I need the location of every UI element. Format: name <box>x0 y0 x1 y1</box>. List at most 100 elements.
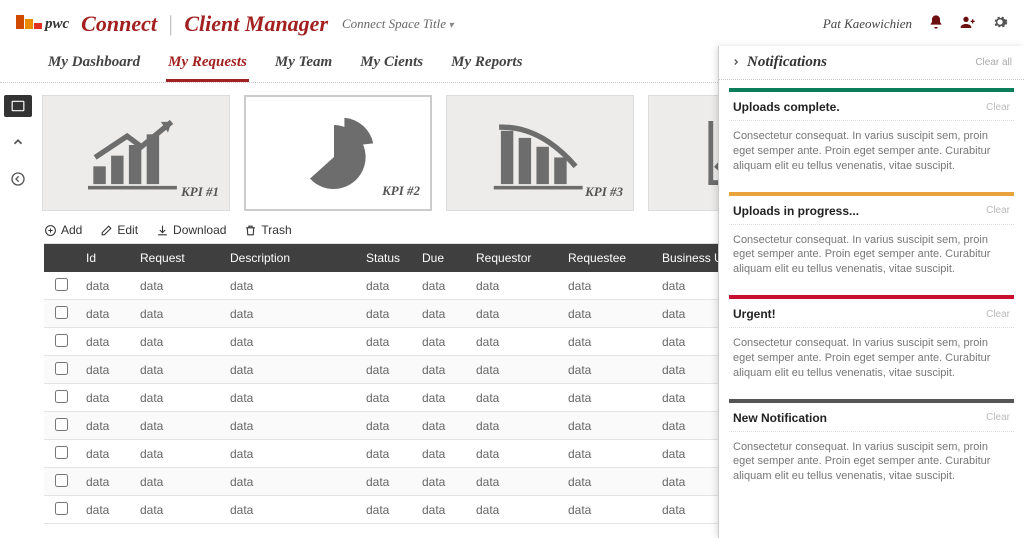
bell-icon[interactable] <box>928 14 944 34</box>
tab-my-team[interactable]: My Team <box>273 48 334 82</box>
logo-text: pwc <box>45 16 69 33</box>
back-circle-icon[interactable] <box>10 171 26 191</box>
cell: data <box>468 335 560 349</box>
row-checkbox[interactable] <box>55 474 68 487</box>
cell: data <box>222 279 358 293</box>
row-checkbox[interactable] <box>55 446 68 459</box>
cell: data <box>78 475 132 489</box>
column-header[interactable]: Requestor <box>468 251 560 265</box>
download-label: Download <box>173 223 226 237</box>
cell: data <box>560 307 654 321</box>
cell: data <box>132 447 222 461</box>
user-name[interactable]: Pat Kaeowichien <box>823 16 912 32</box>
trash-label: Trash <box>261 223 291 237</box>
cell: data <box>132 503 222 517</box>
row-checkbox[interactable] <box>55 278 68 291</box>
cell: data <box>132 279 222 293</box>
notification-card: Urgent!ClearConsectetur consequat. In va… <box>729 295 1014 385</box>
cell: data <box>414 363 468 377</box>
kpi-card-2[interactable]: KPI #2 <box>244 95 432 211</box>
space-selector[interactable]: Connect Space Title <box>342 16 454 32</box>
column-header[interactable]: Status <box>358 251 414 265</box>
cell: data <box>132 391 222 405</box>
column-header[interactable]: Request <box>132 251 222 265</box>
trash-button[interactable]: Trash <box>244 223 291 237</box>
chevron-up-icon[interactable] <box>11 135 25 153</box>
cell: data <box>222 503 358 517</box>
notification-title: Uploads complete. <box>733 100 840 114</box>
row-checkbox[interactable] <box>55 418 68 431</box>
column-header[interactable]: Id <box>78 251 132 265</box>
cell: data <box>78 335 132 349</box>
row-checkbox[interactable] <box>55 502 68 515</box>
kpi-card-1[interactable]: KPI #1 <box>42 95 230 211</box>
notification-clear-button[interactable]: Clear <box>986 205 1010 216</box>
topbar-right: Pat Kaeowichien <box>823 14 1008 34</box>
cell: data <box>358 475 414 489</box>
logo-mark <box>16 15 43 33</box>
cell: data <box>78 279 132 293</box>
tab-my-dashboard[interactable]: My Dashboard <box>46 48 142 82</box>
kpi-label: KPI #1 <box>181 184 219 200</box>
cell: data <box>560 419 654 433</box>
notification-clear-button[interactable]: Clear <box>986 309 1010 320</box>
tab-my-requests[interactable]: My Requests <box>166 48 249 82</box>
cell: data <box>222 335 358 349</box>
cell: data <box>358 391 414 405</box>
gear-icon[interactable] <box>992 14 1008 34</box>
cell: data <box>560 335 654 349</box>
cell: data <box>560 475 654 489</box>
kpi-label: KPI #2 <box>382 183 420 199</box>
notification-clear-button[interactable]: Clear <box>986 102 1010 113</box>
cell: data <box>414 279 468 293</box>
cell: data <box>358 279 414 293</box>
notification-card: Uploads in progress...ClearConsectetur c… <box>729 192 1014 282</box>
notification-body: Consectetur consequat. In varius suscipi… <box>729 328 1014 385</box>
cell: data <box>78 419 132 433</box>
panel-toggle-icon[interactable] <box>4 95 32 117</box>
app-title: Connect | Client Manager <box>81 11 328 37</box>
cell: data <box>468 279 560 293</box>
notification-clear-button[interactable]: Clear <box>986 412 1010 423</box>
cell: data <box>358 363 414 377</box>
cell: data <box>560 503 654 517</box>
clear-all-button[interactable]: Clear all <box>975 57 1012 68</box>
cell: data <box>358 307 414 321</box>
notification-body: Consectetur consequat. In varius suscipi… <box>729 121 1014 178</box>
column-header[interactable]: Due <box>414 251 468 265</box>
cell: data <box>414 307 468 321</box>
cell: data <box>132 475 222 489</box>
column-header[interactable]: Requestee <box>560 251 654 265</box>
kpi-card-3[interactable]: KPI #3 <box>446 95 634 211</box>
cell: data <box>414 419 468 433</box>
cell: data <box>560 363 654 377</box>
cell: data <box>78 391 132 405</box>
download-button[interactable]: Download <box>156 223 226 237</box>
cell: data <box>468 503 560 517</box>
tab-my-cients[interactable]: My Cients <box>358 48 425 82</box>
cell: data <box>414 391 468 405</box>
notification-card: New NotificationClearConsectetur consequ… <box>729 399 1014 489</box>
column-header[interactable]: Description <box>222 251 358 265</box>
cell: data <box>358 447 414 461</box>
notifications-header: Notifications Clear all <box>719 46 1024 80</box>
row-checkbox[interactable] <box>55 334 68 347</box>
cell: data <box>560 447 654 461</box>
cell: data <box>358 503 414 517</box>
user-add-icon[interactable] <box>960 14 976 34</box>
kpi-label: KPI #3 <box>585 184 623 200</box>
cell: data <box>222 391 358 405</box>
add-button[interactable]: Add <box>44 223 82 237</box>
row-checkbox[interactable] <box>55 306 68 319</box>
cell: data <box>78 503 132 517</box>
chevron-right-icon[interactable] <box>731 55 741 70</box>
cell: data <box>468 447 560 461</box>
cell: data <box>358 419 414 433</box>
row-checkbox[interactable] <box>55 362 68 375</box>
cell: data <box>222 307 358 321</box>
edit-button[interactable]: Edit <box>100 223 138 237</box>
tab-my-reports[interactable]: My Reports <box>449 48 524 82</box>
notification-body: Consectetur consequat. In varius suscipi… <box>729 432 1014 489</box>
row-checkbox[interactable] <box>55 390 68 403</box>
cell: data <box>222 419 358 433</box>
